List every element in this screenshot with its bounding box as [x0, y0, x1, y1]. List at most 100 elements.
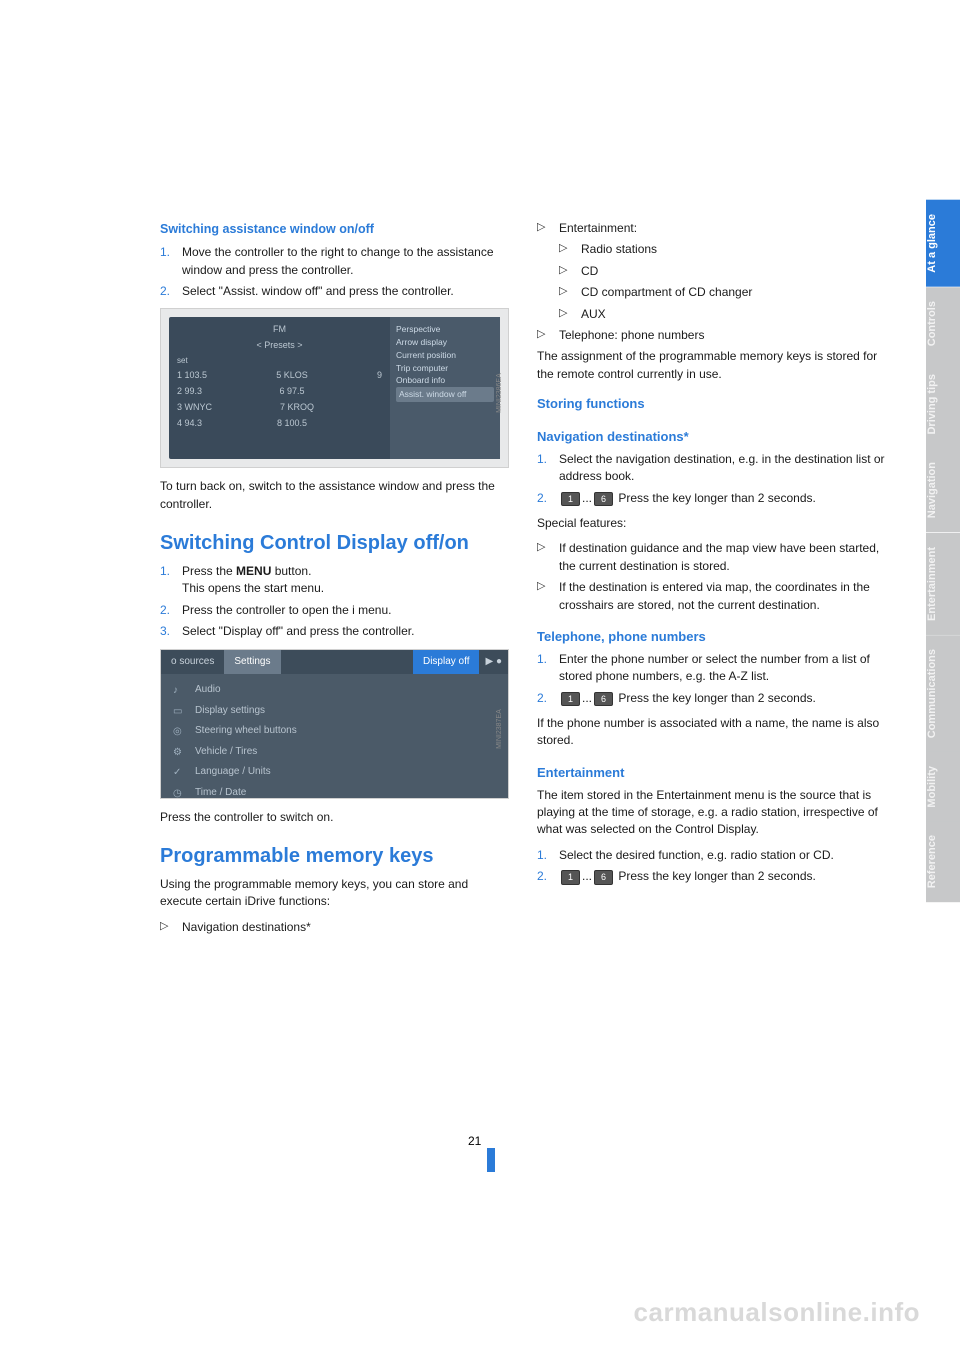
menu-label: Audio	[195, 683, 221, 698]
display-icon: ▭	[173, 705, 187, 717]
triangle-icon: ▷	[559, 263, 581, 280]
text-part: Press the	[182, 564, 236, 578]
triangle-icon: ▷	[160, 919, 182, 936]
bullet-item: ▷Navigation destinations*	[160, 919, 509, 936]
h3-entertainment: Entertainment	[537, 764, 886, 783]
menu-button-label: MENU	[236, 564, 271, 578]
tab-settings: Settings	[224, 650, 280, 675]
cell: 7 KROQ	[280, 401, 314, 414]
list-text: Select the desired function, e.g. radio …	[559, 847, 886, 864]
tab-reference[interactable]: Reference	[926, 821, 960, 902]
cell: 2 99.3	[177, 385, 202, 398]
list-item: 2.1...6 Press the key longer than 2 seco…	[537, 868, 886, 885]
cell: 1 103.5	[177, 369, 207, 382]
list-text: 1...6 Press the key longer than 2 second…	[559, 690, 886, 707]
text-part: button.	[271, 564, 311, 578]
triangle-icon: ▷	[537, 579, 559, 614]
bullet-list: ▷Navigation destinations*	[160, 919, 509, 936]
screenshot-tabs: o sources Settings Display off ▶ ●	[161, 650, 508, 675]
paragraph: The item stored in the Entertainment men…	[537, 787, 886, 839]
list-number: 1.	[160, 563, 182, 598]
text-part: Press the key longer than 2 seconds.	[615, 869, 816, 883]
list-text: Select "Assist. window off" and press th…	[182, 283, 509, 300]
page-number-container: 21	[468, 1134, 495, 1158]
screenshot-inner: FM < Presets > set 1 103.55 KLOS9 2 99.3…	[169, 317, 500, 459]
list-item: 2.1...6 Press the key longer than 2 seco…	[537, 490, 886, 507]
list-number: 1.	[537, 847, 559, 864]
page-number: 21	[468, 1134, 481, 1148]
watermark: carmanualsonline.info	[634, 1297, 920, 1328]
bullet-item: ▷Entertainment:	[537, 220, 886, 237]
screenshot-settings: o sources Settings Display off ▶ ● ♪Audi…	[160, 649, 509, 799]
menu-label: Language / Units	[195, 765, 271, 780]
bullet-item: ▷Telephone: phone numbers	[537, 327, 886, 344]
list-item: 1.Enter the phone number or select the n…	[537, 651, 886, 686]
list-text: Press the MENU button. This opens the sta…	[182, 563, 509, 598]
list-text: Enter the phone number or select the num…	[559, 651, 886, 686]
menu-label: Display settings	[195, 704, 265, 719]
list-number: 2.	[537, 690, 559, 707]
list-text: Press the controller to open the i menu.	[182, 602, 509, 619]
h1-programmable-keys: Programmable memory keys	[160, 844, 509, 868]
h1-switch-display: Switching Control Display off/on	[160, 531, 509, 555]
tab-mobility[interactable]: Mobility	[926, 752, 960, 822]
bullet-item: ▷CD compartment of CD changer	[559, 284, 886, 301]
bullet-text: If the destination is entered via map, t…	[559, 579, 886, 614]
wheel-icon: ◎	[173, 725, 187, 737]
paragraph: Press the controller to switch on.	[160, 809, 509, 826]
content-area: Switching assistance window on/off 1.Mov…	[0, 0, 926, 1358]
menu-item-highlighted: Assist. window off	[396, 387, 494, 402]
cell: 9	[377, 369, 382, 382]
tab-entertainment[interactable]: Entertainment	[926, 533, 960, 635]
list-text: Select "Display off" and press the contr…	[182, 623, 509, 640]
list-number: 1.	[160, 244, 182, 279]
menu-item: Current position	[396, 349, 494, 362]
list-text: Move the controller to the right to chan…	[182, 244, 509, 279]
ellipsis: ...	[582, 491, 592, 505]
paragraph: If the phone number is associated with a…	[537, 715, 886, 750]
bullet-text: Entertainment:	[559, 220, 637, 237]
page-number-bar	[487, 1148, 495, 1172]
list-nav: 1.Select the navigation destination, e.g…	[537, 451, 886, 507]
tab-driving-tips[interactable]: Driving tips	[926, 360, 960, 449]
list-item: 2.1...6 Press the key longer than 2 seco…	[537, 690, 886, 707]
language-icon: ✓	[173, 766, 187, 778]
list-text: 1...6 Press the key longer than 2 second…	[559, 868, 886, 885]
key-1-icon: 1	[561, 870, 580, 885]
menu-item: Onboard info	[396, 374, 494, 387]
nested-bullet-list: ▷Radio stations ▷CD ▷CD compartment of C…	[559, 241, 886, 323]
menu-label: Vehicle / Tires	[195, 745, 257, 760]
presets-label: < Presets >	[177, 339, 382, 352]
list-assist-off: 1.Move the controller to the right to ch…	[160, 244, 509, 300]
fm-label: FM	[177, 323, 382, 336]
screenshot-right-panel: Perspective Arrow display Current positi…	[390, 317, 500, 459]
list-number: 2.	[160, 283, 182, 300]
preset-row: 1 103.5 5 KLOS 9	[177, 369, 382, 382]
tab-controls[interactable]: Controls	[926, 287, 960, 360]
menu-label: Steering wheel buttons	[195, 724, 297, 739]
bullet-text: Radio stations	[581, 241, 657, 258]
text-part: Press the key longer than 2 seconds.	[615, 491, 816, 505]
triangle-icon: ▷	[537, 220, 559, 237]
list-number: 1.	[537, 451, 559, 486]
tab-communications[interactable]: Communications	[926, 635, 960, 752]
bullet-text: AUX	[581, 306, 606, 323]
cell: 6 97.5	[280, 385, 305, 398]
list-text: 1...6 Press the key longer than 2 second…	[559, 490, 886, 507]
tab-at-a-glance[interactable]: At a glance	[926, 200, 960, 287]
paragraph: To turn back on, switch to the assistanc…	[160, 478, 509, 513]
menu-item: ✓ Language / Units	[165, 762, 504, 783]
tab-navigation[interactable]: Navigation	[926, 448, 960, 532]
left-column: Switching assistance window on/off 1.Mov…	[160, 220, 509, 1358]
list-item: 2.Select "Assist. window off" and press …	[160, 283, 509, 300]
cell: 5 KLOS	[276, 369, 308, 382]
list-item: 1.Move the controller to the right to ch…	[160, 244, 509, 279]
paragraph: The assignment of the programmable memor…	[537, 348, 886, 383]
ellipsis: ...	[582, 869, 592, 883]
list-number: 3.	[160, 623, 182, 640]
text-part: This opens the start menu.	[182, 581, 324, 595]
image-code: MINI2387EA	[495, 709, 505, 749]
h3-telephone: Telephone, phone numbers	[537, 628, 886, 647]
arrow-icon: ▶ ●	[479, 650, 508, 675]
cell: 3 WNYC	[177, 401, 212, 414]
